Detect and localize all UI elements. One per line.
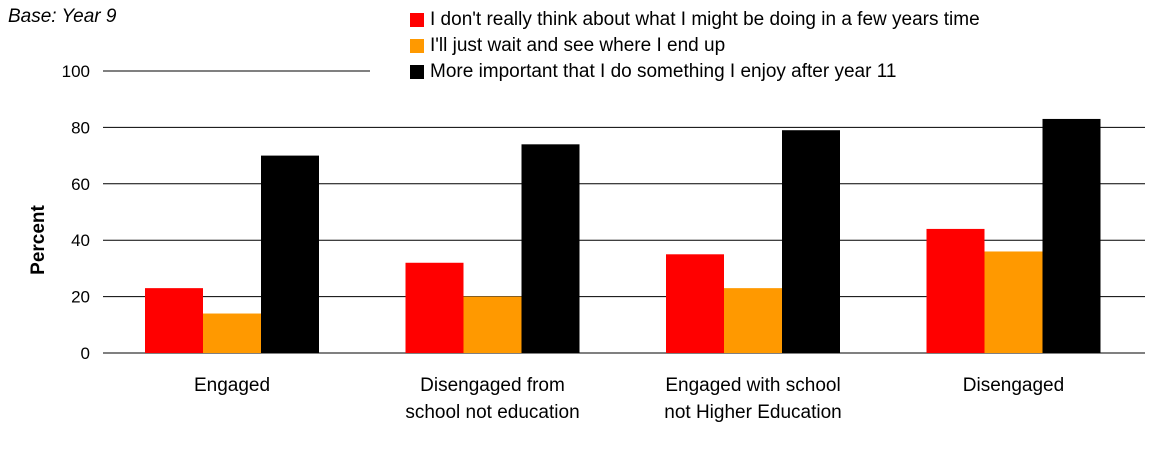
- y-tick-label: 0: [81, 344, 90, 363]
- legend-label: I'll just wait and see where I end up: [430, 35, 726, 56]
- x-category-label: Engaged: [102, 372, 362, 399]
- x-category-label-line: not Higher Education: [664, 402, 842, 423]
- x-category-label: Disengaged: [884, 372, 1144, 399]
- bar: [463, 296, 522, 353]
- y-tick-label: 60: [71, 175, 90, 194]
- legend-swatch-black: [410, 65, 424, 79]
- legend-swatch-red: [410, 13, 424, 27]
- x-category-label-line: Engaged: [193, 375, 271, 396]
- y-tick-labels: 0 20 40 60 80 100: [62, 62, 90, 363]
- bar: [145, 288, 203, 353]
- legend: I don't really think about what I might …: [410, 7, 980, 85]
- bar: [521, 144, 580, 353]
- x-category-label-line: Engaged with school: [665, 375, 841, 396]
- x-category-label: Engaged with school not Higher Education: [623, 372, 883, 426]
- x-category-label: Disengaged from school not education: [363, 372, 623, 426]
- legend-item: I'll just wait and see where I end up: [410, 33, 980, 59]
- x-category-label-line: school not education: [405, 402, 580, 423]
- legend-item: I don't really think about what I might …: [410, 7, 980, 33]
- x-category-label-line: Disengaged from: [420, 375, 565, 396]
- bar: [926, 228, 985, 353]
- y-tick-label: 100: [62, 62, 90, 81]
- y-tick-label: 20: [71, 288, 90, 307]
- y-tick-label: 80: [71, 118, 90, 137]
- bar: [984, 251, 1043, 353]
- bars: [145, 118, 1101, 353]
- bar: [782, 130, 840, 353]
- bar: [1042, 118, 1101, 353]
- legend-item: More important that I do something I enj…: [410, 59, 980, 85]
- bar: [261, 155, 319, 353]
- bar: [203, 313, 261, 353]
- legend-swatch-orange: [410, 39, 424, 53]
- base-note: Base: Year 9: [8, 6, 117, 27]
- bar: [724, 288, 782, 353]
- legend-label: More important that I do something I enj…: [430, 61, 897, 82]
- legend-label: I don't really think about what I might …: [430, 9, 980, 30]
- y-axis-label: Percent: [28, 204, 49, 274]
- bar: [666, 254, 724, 353]
- x-category-label-line: Disengaged: [962, 375, 1065, 396]
- bar: [405, 262, 464, 353]
- y-tick-label: 40: [71, 231, 90, 250]
